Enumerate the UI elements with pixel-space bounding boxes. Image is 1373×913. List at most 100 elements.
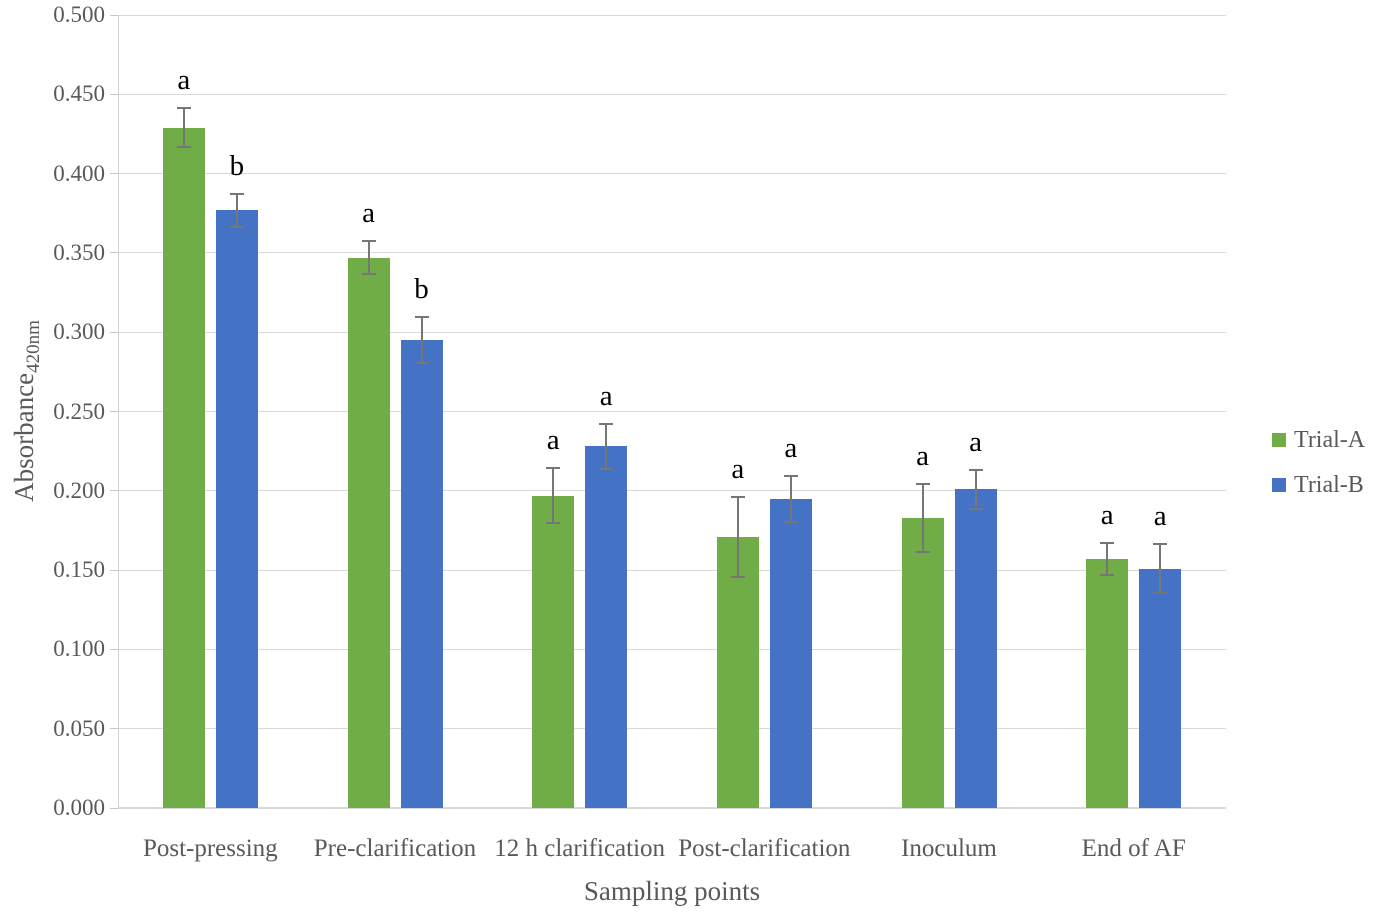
error-bar-cap-top	[915, 482, 930, 485]
error-bar-cap-top	[1153, 543, 1168, 546]
bar-trial-a-cat2	[532, 495, 575, 808]
error-bar-cap-bottom	[414, 361, 429, 364]
y-tick-label: 0.200	[53, 477, 105, 503]
y-axis-tick	[110, 14, 118, 16]
y-tick-label: 0.150	[53, 557, 105, 583]
y-tick-label: 0.350	[53, 239, 105, 265]
y-axis-tick	[110, 411, 118, 412]
legend-entry-trial-b: Trial-B	[1272, 472, 1365, 498]
error-bar-cap-bottom	[599, 468, 614, 471]
error-bar-cap-top	[730, 495, 745, 498]
y-axis-tick	[110, 648, 118, 650]
error-bar	[1159, 543, 1162, 594]
error-bar	[182, 106, 185, 149]
significance-letter: b	[229, 149, 245, 182]
x-axis-title: Sampling points	[583, 876, 761, 906]
error-bar	[235, 192, 238, 228]
error-bar-cap-top	[968, 468, 983, 471]
significance-letter: a	[599, 379, 613, 412]
error-bar-cap-bottom	[229, 225, 244, 228]
significance-letter: a	[916, 439, 929, 472]
error-bar	[605, 422, 608, 471]
gridline	[118, 648, 1226, 650]
legend-entry-trial-a: Trial-A	[1272, 427, 1365, 453]
error-bar-cap-bottom	[968, 507, 983, 510]
bar-trial-a-cat5	[1086, 558, 1129, 808]
y-tick-label: 0.050	[53, 715, 105, 741]
error-bar	[1106, 541, 1109, 577]
error-bar-cap-top	[783, 474, 798, 477]
x-category-label: End of AF	[1081, 835, 1186, 862]
error-bar	[736, 495, 739, 579]
y-axis-tick	[110, 490, 118, 492]
bar-trial-a-cat0	[162, 127, 205, 808]
legend-label-trial-a: Trial-A	[1294, 426, 1366, 453]
x-category-label: Pre-clarification	[313, 835, 477, 862]
gridline	[118, 569, 1226, 571]
significance-letter: a	[546, 424, 560, 456]
gridline	[118, 173, 1226, 175]
significance-letter: a	[1153, 500, 1167, 533]
significance-letter: b	[414, 273, 429, 306]
legend-swatch-trial-b	[1272, 478, 1286, 492]
bar-trial-b-cat0	[215, 210, 258, 808]
gridline	[118, 14, 1226, 16]
y-axis-tick	[110, 807, 118, 809]
error-bar-cap-bottom	[361, 273, 376, 276]
bar-trial-b-cat1	[400, 340, 443, 808]
y-tick-label: 0.000	[53, 795, 105, 820]
error-bar-cap-top	[361, 240, 376, 243]
error-bar-cap-top	[229, 192, 244, 195]
y-axis-tick	[110, 331, 118, 333]
bar-trial-a-cat4	[901, 517, 944, 808]
y-tick-label: 0.500	[53, 2, 105, 27]
x-category-label: Inoculum	[901, 835, 997, 862]
error-bar	[420, 316, 423, 364]
significance-letter: a	[731, 452, 745, 485]
error-bar-cap-top	[546, 467, 561, 469]
error-bar	[921, 482, 924, 553]
error-bar-cap-bottom	[915, 550, 930, 553]
gridline	[118, 490, 1226, 492]
error-bar	[974, 468, 977, 510]
x-category-label: Post-pressing	[142, 835, 278, 862]
y-axis-line	[117, 15, 119, 808]
error-bar	[552, 467, 555, 525]
significance-letter: a	[969, 425, 982, 458]
y-tick-label: 0.400	[53, 160, 105, 186]
bar-trial-a-cat1	[347, 257, 390, 808]
error-bar-cap-bottom	[783, 520, 798, 523]
x-axis-line	[118, 807, 1226, 809]
error-bar-cap-bottom	[730, 576, 745, 579]
gridline	[118, 331, 1226, 333]
gridline	[118, 252, 1226, 254]
y-tick-label: 0.450	[53, 81, 105, 107]
legend-swatch-trial-a	[1272, 433, 1286, 447]
significance-letter: a	[362, 197, 375, 230]
error-bar-cap-bottom	[1100, 574, 1115, 577]
gridline	[118, 411, 1226, 412]
error-bar-cap-top	[176, 106, 191, 109]
bar-trial-b-cat2	[585, 446, 628, 808]
bar-trial-b-cat4	[954, 489, 997, 808]
y-axis-tick	[110, 252, 118, 254]
y-axis-tick	[110, 728, 118, 730]
significance-letter: a	[177, 63, 191, 96]
error-bar-cap-top	[414, 316, 429, 319]
bar-trial-b-cat3	[769, 498, 812, 808]
y-tick-label: 0.300	[53, 319, 105, 345]
error-bar-cap-top	[1100, 541, 1115, 544]
significance-letter: a	[1100, 498, 1114, 531]
error-bar-cap-top	[599, 422, 614, 425]
error-bar	[789, 474, 792, 523]
y-axis-tick	[110, 569, 118, 571]
y-axis-tick	[110, 93, 118, 95]
gridline	[118, 728, 1226, 730]
legend: Trial-A Trial-B	[1272, 427, 1365, 517]
y-tick-label: 0.100	[53, 636, 105, 662]
gridline	[118, 93, 1226, 95]
x-category-label: 12 h clarification	[494, 835, 666, 862]
error-bar-cap-bottom	[1153, 591, 1168, 594]
bar-trial-b-cat5	[1139, 568, 1182, 808]
x-category-label: Post-clarification	[678, 835, 851, 862]
